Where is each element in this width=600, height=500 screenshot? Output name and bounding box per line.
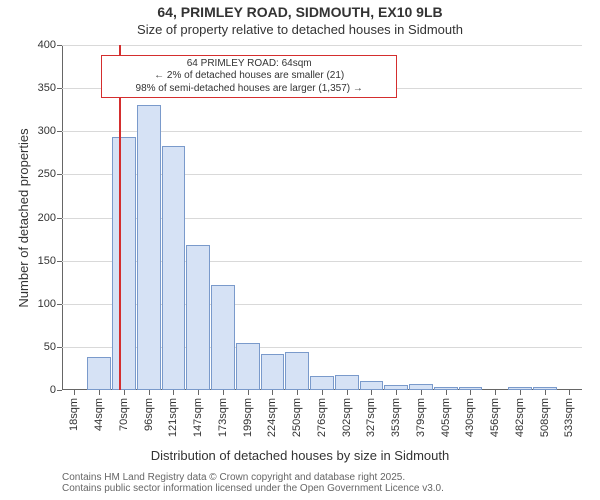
x-tick: [322, 390, 323, 395]
histogram-bar: [459, 387, 483, 390]
annotation-line: 98% of semi-detached houses are larger (…: [106, 83, 392, 96]
x-tick: [421, 390, 422, 395]
y-tick: [57, 304, 62, 305]
y-tick-label: 100: [38, 298, 56, 310]
x-tick: [198, 390, 199, 395]
x-tick-label: 250sqm: [291, 398, 303, 437]
plot-area: 05010015020025030035040018sqm44sqm70sqm9…: [62, 45, 582, 390]
gridline: [62, 45, 582, 46]
y-tick-label: 400: [38, 39, 56, 51]
x-tick-label: 405sqm: [440, 398, 452, 437]
x-tick-label: 276sqm: [316, 398, 328, 437]
x-tick-label: 96sqm: [143, 398, 155, 431]
annotation-box: 64 PRIMLEY ROAD: 64sqm← 2% of detached h…: [101, 55, 397, 99]
y-tick: [57, 88, 62, 89]
y-tick: [57, 218, 62, 219]
histogram-bar: [360, 381, 384, 390]
y-axis-label: Number of detached properties: [16, 128, 31, 307]
x-tick: [347, 390, 348, 395]
x-tick-label: 173sqm: [217, 398, 229, 437]
x-tick: [545, 390, 546, 395]
histogram-bar: [533, 387, 557, 390]
x-tick: [223, 390, 224, 395]
histogram-bar: [384, 385, 408, 390]
footer-line: Contains public sector information licen…: [62, 483, 592, 494]
x-tick: [396, 390, 397, 395]
x-tick-label: 44sqm: [93, 398, 105, 431]
x-tick-label: 508sqm: [539, 398, 551, 437]
y-tick-label: 250: [38, 168, 56, 180]
y-tick-label: 300: [38, 125, 56, 137]
y-tick: [57, 261, 62, 262]
histogram-bar: [87, 357, 111, 390]
x-tick-label: 533sqm: [563, 398, 575, 437]
y-tick: [57, 131, 62, 132]
x-tick: [173, 390, 174, 395]
x-tick: [520, 390, 521, 395]
x-tick: [99, 390, 100, 395]
chart-title: 64, PRIMLEY ROAD, SIDMOUTH, EX10 9LB: [0, 4, 600, 20]
x-tick-label: 379sqm: [415, 398, 427, 437]
x-tick: [248, 390, 249, 395]
attribution-footer: Contains HM Land Registry data © Crown c…: [62, 472, 592, 494]
histogram-bar: [162, 146, 186, 390]
x-tick: [495, 390, 496, 395]
y-tick-label: 150: [38, 255, 56, 267]
y-tick: [57, 390, 62, 391]
histogram-bar: [236, 343, 260, 390]
histogram-bar: [112, 137, 136, 390]
x-tick-label: 18sqm: [68, 398, 80, 431]
y-tick-label: 200: [38, 212, 56, 224]
x-tick: [124, 390, 125, 395]
y-tick: [57, 174, 62, 175]
x-tick-label: 327sqm: [365, 398, 377, 437]
x-tick-label: 456sqm: [489, 398, 501, 437]
y-tick: [57, 45, 62, 46]
x-tick: [569, 390, 570, 395]
y-tick: [57, 347, 62, 348]
x-tick: [446, 390, 447, 395]
x-tick-label: 302sqm: [341, 398, 353, 437]
x-tick: [149, 390, 150, 395]
x-tick-label: 70sqm: [118, 398, 130, 431]
histogram-bar: [508, 387, 532, 390]
annotation-line: 64 PRIMLEY ROAD: 64sqm: [106, 58, 392, 71]
histogram-bar: [186, 245, 210, 390]
x-tick-label: 353sqm: [390, 398, 402, 437]
root: 64, PRIMLEY ROAD, SIDMOUTH, EX10 9LB Siz…: [0, 0, 600, 500]
histogram-bar: [285, 352, 309, 390]
x-tick: [272, 390, 273, 395]
x-tick: [371, 390, 372, 395]
x-axis-label: Distribution of detached houses by size …: [0, 448, 600, 463]
histogram-bar: [335, 375, 359, 390]
y-tick-label: 50: [44, 341, 56, 353]
x-tick-label: 199sqm: [242, 398, 254, 437]
chart-subtitle: Size of property relative to detached ho…: [0, 22, 600, 37]
x-tick-label: 482sqm: [514, 398, 526, 437]
x-tick: [297, 390, 298, 395]
histogram-bar: [211, 285, 235, 390]
histogram-bar: [137, 105, 161, 390]
footer-line: Contains HM Land Registry data © Crown c…: [62, 472, 592, 483]
y-tick-label: 350: [38, 82, 56, 94]
x-tick-label: 147sqm: [192, 398, 204, 437]
x-tick: [470, 390, 471, 395]
histogram-bar: [409, 384, 433, 390]
x-tick-label: 224sqm: [266, 398, 278, 437]
y-tick-label: 0: [50, 384, 56, 396]
x-tick-label: 121sqm: [167, 398, 179, 437]
histogram-bar: [261, 354, 285, 390]
histogram-bar: [310, 376, 334, 390]
x-tick: [74, 390, 75, 395]
histogram-bar: [434, 387, 458, 390]
x-tick-label: 430sqm: [464, 398, 476, 437]
annotation-line: ← 2% of detached houses are smaller (21): [106, 70, 392, 83]
